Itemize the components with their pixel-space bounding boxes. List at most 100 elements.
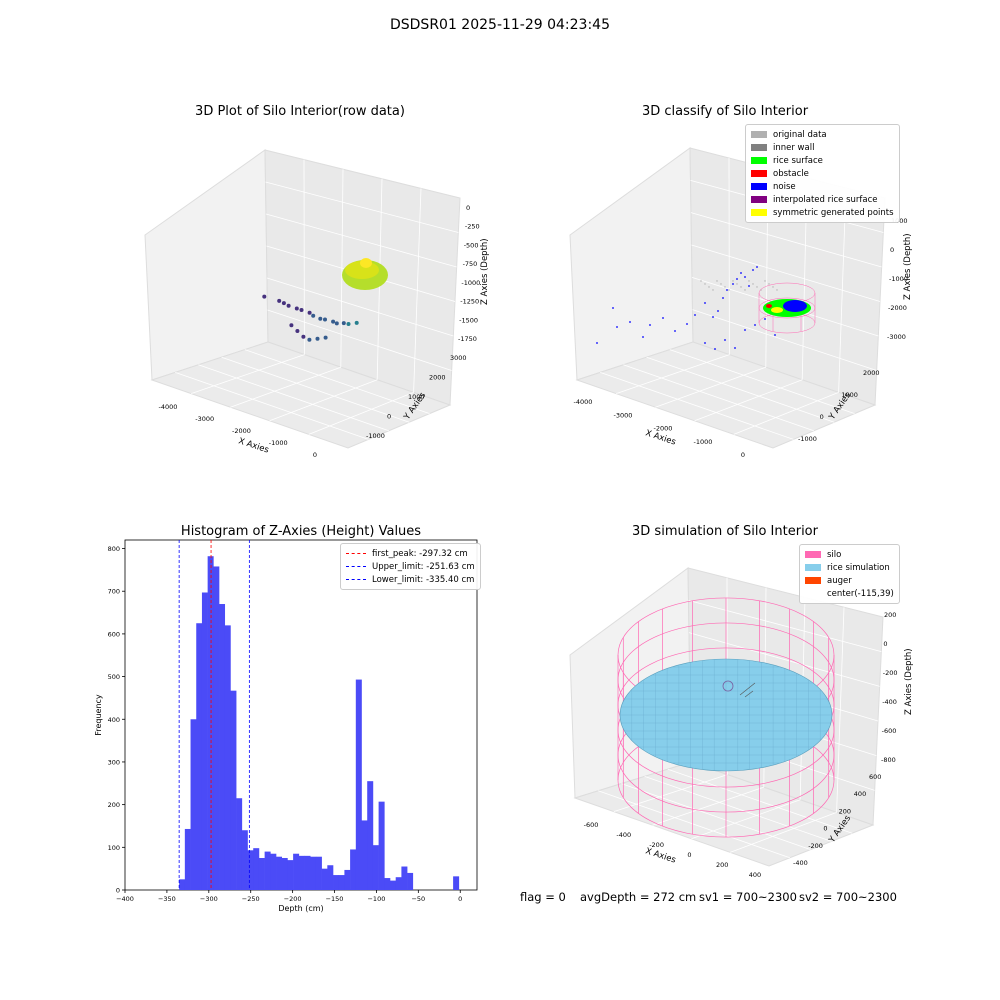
classify-legend: original data inner wall rice surface ob… bbox=[745, 124, 900, 223]
grid-line bbox=[669, 349, 855, 414]
z-tick-label: -750 bbox=[463, 260, 478, 268]
y-tick-label: 1000 bbox=[408, 393, 425, 401]
y-tick-label: 100 bbox=[108, 844, 120, 852]
simulation-3d-plot: -600 -400 -200 0 200 400 -400 -200 0 200 400 600 2… bbox=[569, 567, 914, 879]
x-tick-label: −250 bbox=[242, 895, 260, 903]
histogram-bar bbox=[378, 801, 385, 890]
histogram-bars bbox=[179, 556, 460, 890]
z-tick-label: 200 bbox=[884, 611, 896, 619]
grid-line bbox=[269, 379, 378, 422]
z-tick-label: -400 bbox=[882, 698, 897, 706]
legend-swatch bbox=[805, 564, 821, 571]
x-tick-label: −50 bbox=[411, 895, 425, 903]
noise-point bbox=[774, 334, 776, 336]
noise-point bbox=[704, 342, 706, 344]
scatter-point bbox=[286, 303, 291, 308]
x-tick-label: 0 bbox=[741, 451, 745, 459]
legend-item-symmetric-generated-points: symmetric generated points bbox=[751, 206, 894, 219]
scatter-point bbox=[295, 329, 300, 333]
scatter-point bbox=[307, 337, 312, 342]
status-flag: flag = 0 bbox=[520, 890, 566, 904]
noise-point bbox=[649, 324, 651, 326]
legend-item-rice-simulation: rice simulation bbox=[805, 561, 894, 574]
x-tick-label: -2000 bbox=[232, 427, 251, 435]
classify-rice-surface bbox=[763, 299, 811, 317]
legend-line bbox=[346, 579, 366, 580]
scatter-point bbox=[315, 336, 320, 341]
histogram-bar bbox=[344, 869, 351, 890]
noise-point bbox=[736, 278, 738, 280]
original-data-point bbox=[716, 280, 718, 282]
noise-point bbox=[722, 297, 724, 299]
histogram-bar bbox=[304, 855, 311, 890]
histogram-bar bbox=[264, 851, 271, 890]
original-data-point bbox=[712, 289, 714, 291]
simulation-plot-title: 3D simulation of Silo Interior bbox=[632, 524, 818, 539]
raw-plot-title: 3D Plot of Silo Interior(row data) bbox=[195, 104, 405, 119]
z-tick-label: -250 bbox=[465, 223, 480, 231]
y-tick-label: -400 bbox=[793, 859, 808, 867]
histogram-bar bbox=[401, 866, 408, 890]
legend-swatch bbox=[751, 144, 767, 151]
histogram-bar bbox=[241, 830, 248, 890]
y-tick-label: 700 bbox=[108, 588, 120, 596]
histogram-bar bbox=[327, 865, 334, 890]
original-data-point bbox=[744, 289, 746, 291]
histogram-bar bbox=[355, 679, 362, 890]
noise-point bbox=[704, 302, 706, 304]
grid-line bbox=[308, 392, 414, 435]
original-data-point bbox=[752, 283, 754, 285]
noise-point bbox=[740, 272, 742, 274]
y-tick-label: 1000 bbox=[841, 391, 858, 399]
x-tick-label: 0 bbox=[313, 451, 317, 459]
status-avg-depth: avgDepth = 272 cm bbox=[580, 890, 697, 904]
y-tick-label: 0 bbox=[820, 413, 824, 421]
x-tick-label: −150 bbox=[326, 895, 344, 903]
histogram-bar bbox=[207, 556, 214, 890]
simulation-y-ticks: -400 -200 0 200 400 600 bbox=[793, 773, 881, 867]
grid-line bbox=[175, 372, 369, 440]
classify-silo-wall bbox=[758, 282, 816, 334]
y-tick-label: 2000 bbox=[863, 369, 880, 377]
noise-point bbox=[714, 348, 716, 350]
scatter-point bbox=[346, 322, 351, 326]
noise-point bbox=[596, 342, 598, 344]
y-tick-label: 0 bbox=[387, 413, 391, 421]
y-tick-label: 0 bbox=[116, 887, 120, 895]
scatter-point bbox=[289, 323, 294, 328]
y-tick-label: 500 bbox=[108, 673, 120, 681]
original-data-point bbox=[772, 286, 774, 288]
histogram-bar bbox=[196, 623, 203, 890]
simulation-legend: silo rice simulation auger center(-115,3… bbox=[799, 544, 900, 604]
histogram-bar bbox=[453, 876, 460, 890]
grid-line bbox=[691, 244, 881, 302]
legend-swatch bbox=[751, 170, 767, 177]
z-tick-label: -200 bbox=[883, 669, 898, 677]
scatter-point bbox=[294, 306, 299, 311]
y-tick-label: -1000 bbox=[798, 435, 817, 443]
grid-line bbox=[623, 364, 814, 432]
z-tick-label: -1000 bbox=[461, 279, 480, 287]
x-tick-label: 0 bbox=[687, 851, 691, 859]
scatter-point bbox=[334, 321, 339, 326]
histogram-bar bbox=[190, 719, 197, 890]
z-tick-label: 0 bbox=[883, 640, 887, 648]
y-tick-label: 200 bbox=[108, 801, 120, 809]
noise-point bbox=[694, 314, 696, 316]
grid-line bbox=[265, 181, 459, 233]
legend-item-auger: auger bbox=[805, 574, 894, 587]
histogram-bar bbox=[293, 853, 300, 890]
x-tick-label: -4000 bbox=[574, 398, 593, 406]
raw-y-ticks: -1000 0 1000 2000 3000 bbox=[366, 354, 467, 440]
legend-item-center: center(-115,39) bbox=[805, 587, 894, 600]
original-data-point bbox=[720, 283, 722, 285]
original-data-point bbox=[736, 283, 738, 285]
y-tick-label: 600 bbox=[108, 630, 120, 638]
legend-swatch bbox=[805, 551, 821, 558]
scatter-point bbox=[323, 335, 328, 340]
original-data-point bbox=[748, 280, 750, 282]
noise-point bbox=[726, 289, 728, 291]
histogram-bar bbox=[276, 856, 283, 890]
noise-point bbox=[752, 269, 754, 271]
grid-line bbox=[244, 349, 430, 414]
